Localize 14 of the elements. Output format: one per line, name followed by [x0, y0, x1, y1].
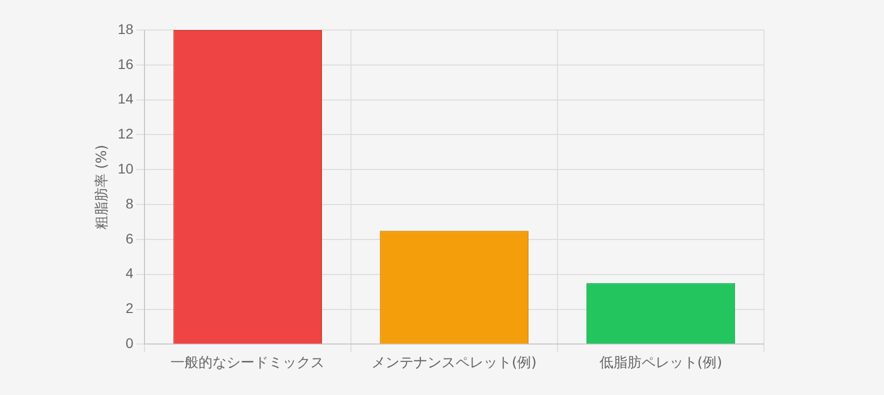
y-tick-label: 6 — [126, 230, 134, 246]
x-tick-label: 一般的なシードミックス — [170, 355, 325, 372]
y-tick-label: 14 — [118, 90, 134, 107]
y-tick-label: 2 — [126, 300, 134, 316]
y-tick-label: 8 — [126, 195, 134, 212]
y-tick-label: 10 — [118, 160, 134, 177]
y-tick-label: 12 — [118, 126, 134, 142]
x-tick-label: 低脂肪ペレット(例) — [599, 355, 722, 372]
y-tick-label: 18 — [118, 20, 134, 37]
y-tick-label: 4 — [126, 265, 134, 282]
x-tick-label: メンテナンスペレット(例) — [372, 355, 537, 372]
y-axis-title: 粗脂肪率 (%) — [94, 144, 110, 230]
y-tick-label: 16 — [118, 56, 134, 72]
y-tick-label: 0 — [126, 335, 134, 352]
